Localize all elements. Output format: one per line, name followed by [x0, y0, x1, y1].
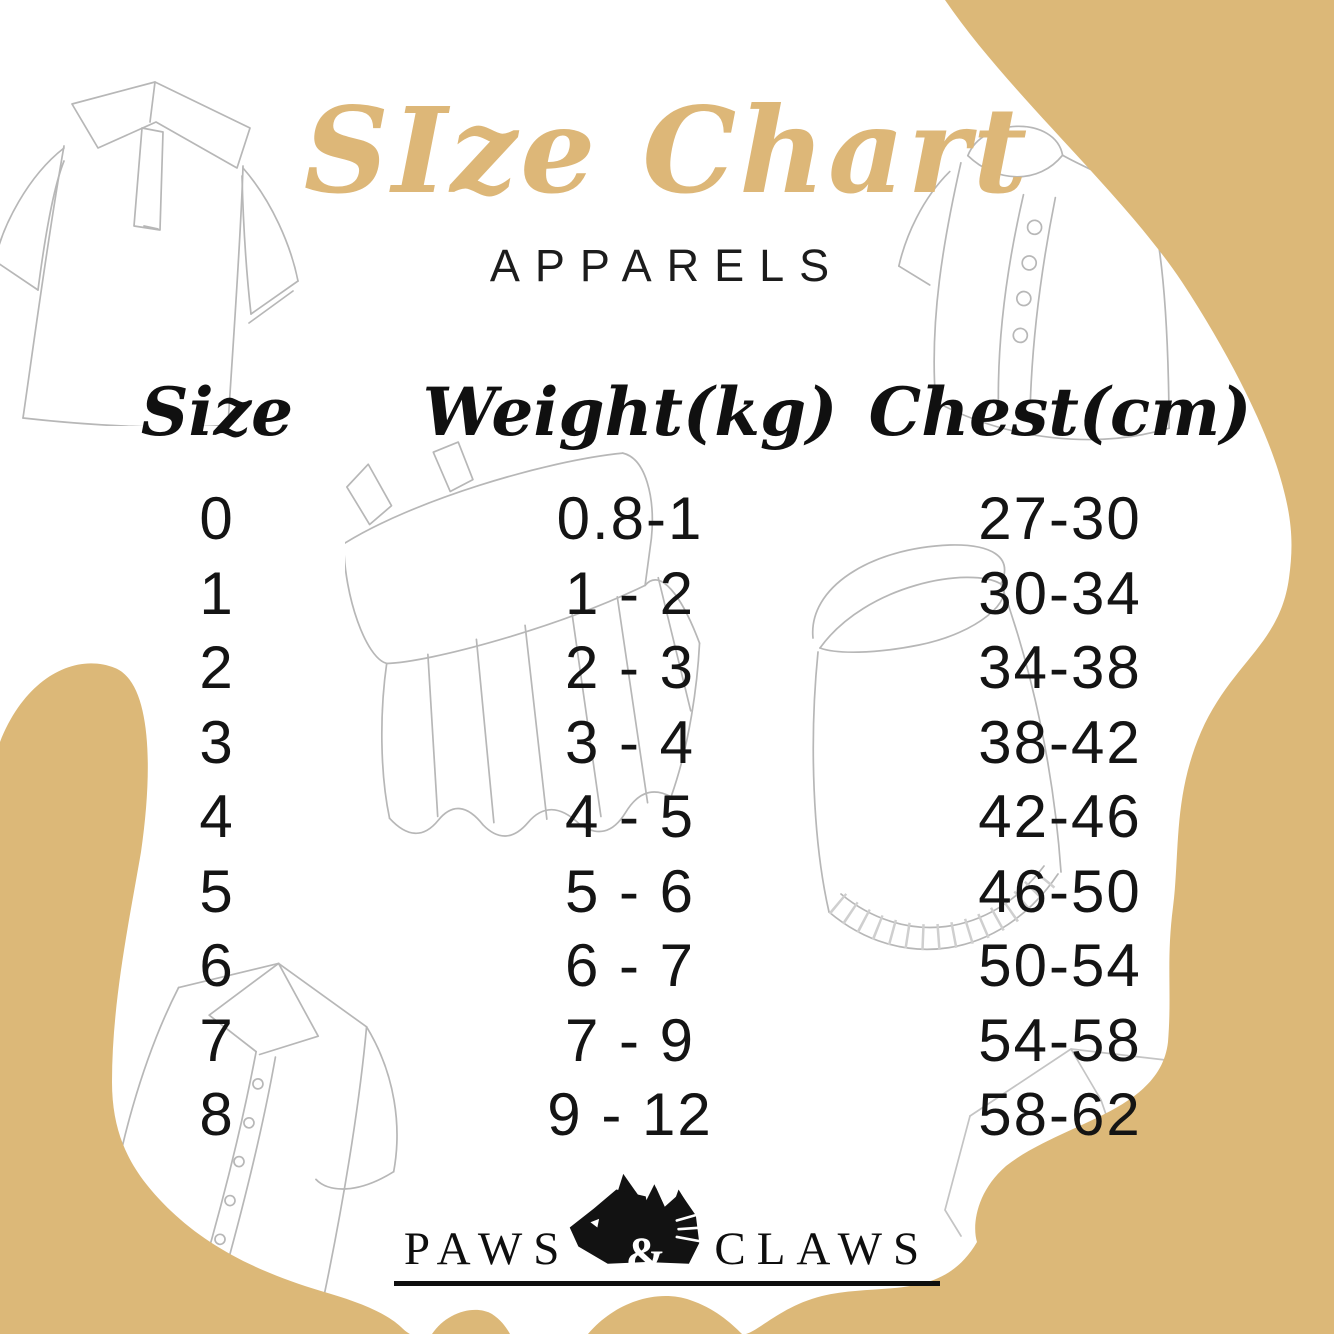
size-table: 0 0.8-1 27-30 1 1 - 2 30-34 2 2 - 3 34-3…: [0, 482, 1334, 1153]
table-row: 5 5 - 6 46-50: [0, 855, 1334, 930]
table-row: 4 4 - 5 42-46: [0, 780, 1334, 855]
chest-value: 38-42: [978, 708, 1142, 776]
polo-shirt-sketch-icon: [0, 74, 322, 426]
table-row: 6 6 - 7 50-54: [0, 929, 1334, 1004]
size-value: 6: [199, 932, 235, 999]
weight-value: 3 - 4: [564, 708, 696, 776]
ruffle-dress-sketch-icon: [345, 430, 745, 848]
column-header-weight: Weight(kg): [422, 373, 838, 451]
weight-value: 4 - 5: [564, 783, 696, 850]
size-value: 8: [199, 1081, 235, 1148]
brand-ampersand: &: [626, 1229, 666, 1280]
brand-word-paws: PAWS: [403, 1223, 571, 1275]
weight-value: 6 - 7: [564, 932, 696, 999]
column-header-size: Size: [140, 373, 294, 451]
size-value: 0: [199, 485, 235, 552]
size-value: 2: [199, 634, 235, 701]
background-bump-large: [588, 1296, 742, 1334]
table-row: 1 1 - 2 30-34: [0, 557, 1334, 632]
chest-value: 54-58: [978, 1006, 1142, 1074]
size-value: 3: [199, 708, 235, 776]
weight-value: 1 - 2: [564, 559, 696, 627]
chest-value: 50-54: [978, 932, 1142, 999]
page-subtitle: APPARELS: [489, 240, 845, 291]
weight-value: 0.8-1: [556, 485, 704, 552]
page-title: SIze Chart: [303, 81, 1031, 220]
dog-and-cat-icon: &: [570, 1173, 706, 1280]
table-row: 2 2 - 3 34-38: [0, 631, 1334, 706]
table-row: 0 0.8-1 27-30: [0, 482, 1334, 557]
cat-head-silhouette: [635, 1184, 706, 1264]
table-row: 7 7 - 9 54-58: [0, 1004, 1334, 1079]
brand-word-claws: CLAWS: [714, 1223, 931, 1275]
size-value: 1: [199, 559, 235, 627]
chest-value: 27-30: [978, 485, 1142, 552]
chest-value: 34-38: [978, 634, 1142, 701]
background-bump-small: [432, 1309, 510, 1334]
size-value: 4: [199, 783, 235, 850]
chest-value: 46-50: [978, 857, 1142, 925]
chest-value: 30-34: [978, 559, 1142, 627]
weight-value: 2 - 3: [564, 634, 696, 701]
column-header-chest: Chest(cm): [868, 373, 1252, 451]
chest-value: 42-46: [978, 783, 1142, 850]
size-value: 7: [199, 1006, 235, 1074]
table-row: 3 3 - 4 38-42: [0, 706, 1334, 781]
brand-logo-lockup: PAWS & CLAWS: [393, 1168, 941, 1286]
weight-value: 9 - 12: [547, 1081, 713, 1148]
chest-value: 58-62: [978, 1081, 1142, 1148]
weight-value: 5 - 6: [564, 857, 696, 925]
table-row: 8 9 - 12 58-62: [0, 1078, 1334, 1153]
brand-logo: PAWS & CLAWS: [0, 1168, 1334, 1286]
weight-value: 7 - 9: [564, 1006, 696, 1074]
size-value: 5: [199, 857, 235, 925]
dog-head-silhouette: [570, 1173, 654, 1264]
